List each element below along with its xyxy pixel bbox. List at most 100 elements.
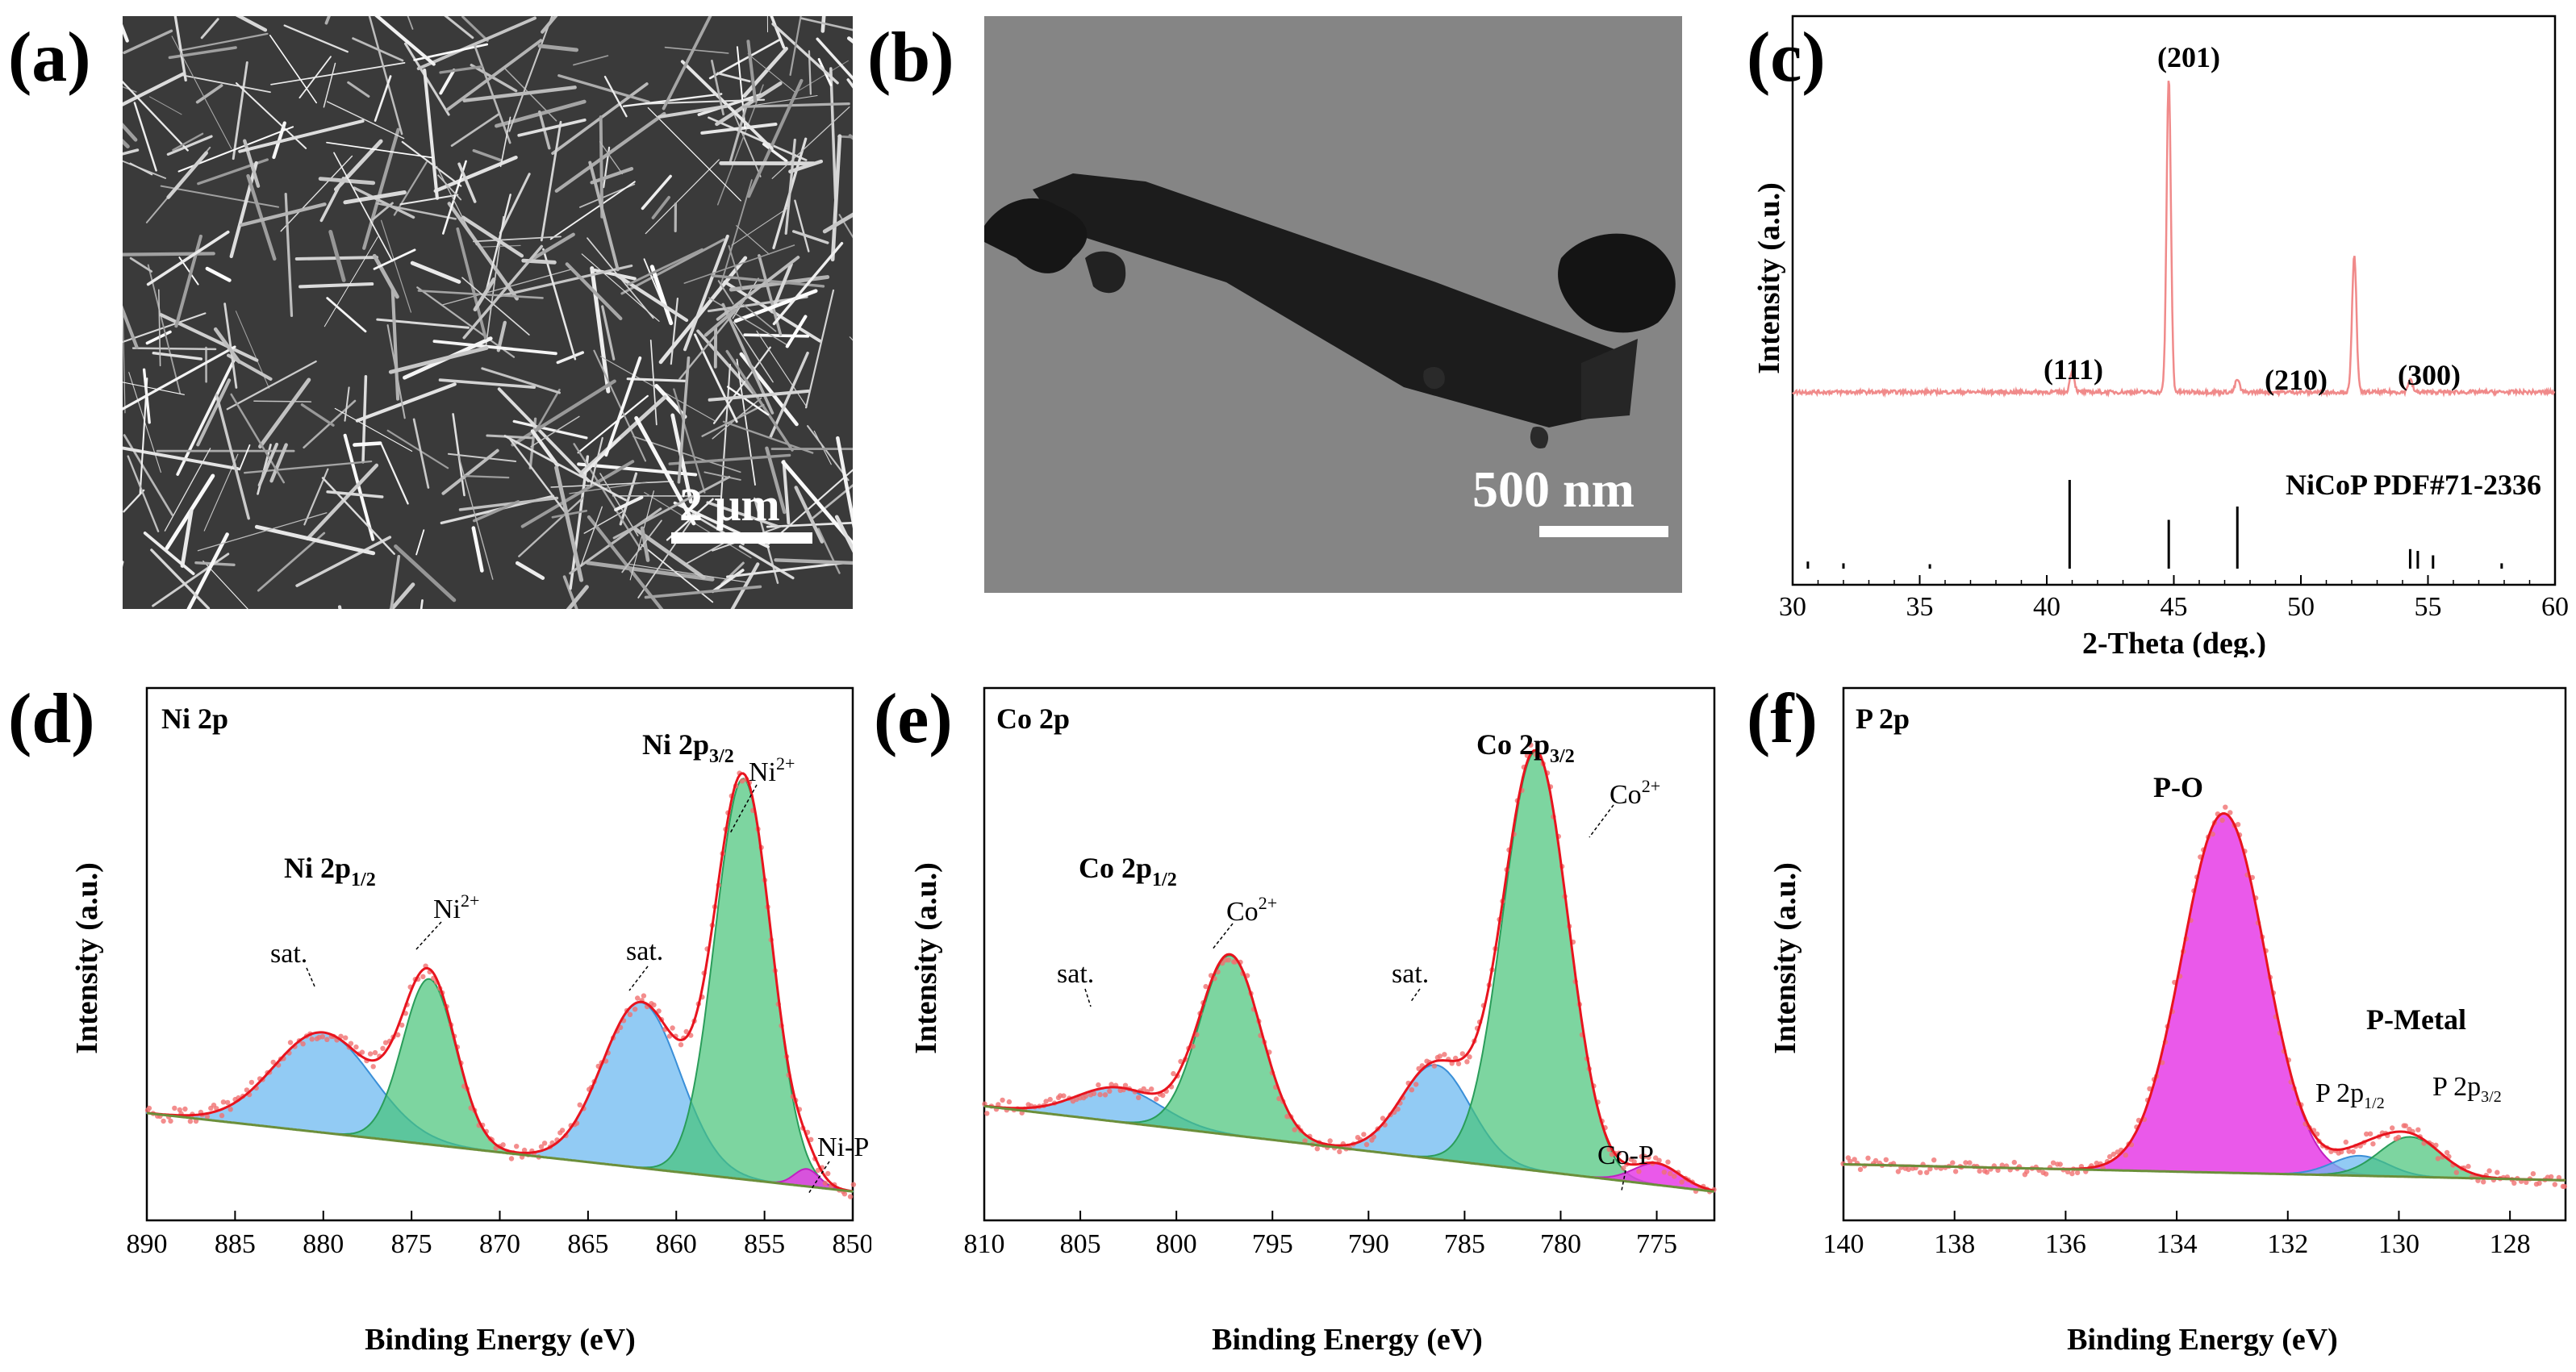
x-tick-label: 136 — [2045, 1229, 2086, 1259]
fiber — [498, 264, 633, 298]
fiber — [180, 32, 269, 52]
data-point — [1668, 1170, 1673, 1177]
fiber — [762, 142, 788, 163]
fiber — [149, 96, 182, 115]
fiber — [333, 152, 394, 262]
data-point — [372, 1049, 378, 1056]
fiber — [380, 444, 409, 505]
fiber — [731, 108, 762, 177]
fiber — [643, 258, 665, 307]
fiber — [678, 299, 745, 381]
fiber — [577, 394, 649, 454]
fiber — [649, 339, 658, 426]
fiber — [588, 161, 620, 272]
data-point — [577, 1102, 582, 1107]
particle-cluster-left — [984, 198, 1088, 273]
fiber — [299, 56, 332, 99]
data-point — [2110, 1151, 2116, 1157]
fiber — [362, 127, 400, 250]
fiber — [305, 463, 379, 541]
data-point — [1621, 1166, 1626, 1171]
fiber — [658, 256, 748, 365]
fiber — [152, 553, 230, 607]
x-tick-label: 785 — [1444, 1229, 1485, 1259]
tem-image: 500 nm — [984, 173, 1676, 537]
data-point — [678, 1042, 684, 1048]
data-point — [1413, 1082, 1419, 1087]
scale-bar-b-label: 500 nm — [1472, 461, 1635, 518]
fiber — [537, 44, 579, 52]
fiber — [257, 532, 326, 592]
fiber — [701, 403, 765, 437]
fiber — [482, 244, 521, 248]
fiber — [337, 605, 342, 609]
fiber — [457, 162, 477, 203]
sat-label-2: sat. — [626, 936, 663, 966]
fiber — [756, 330, 808, 408]
data-point — [2370, 1141, 2376, 1147]
fiber — [197, 512, 328, 552]
data-point — [168, 1118, 173, 1124]
fiber — [708, 38, 783, 80]
p-title: P 2p — [1856, 703, 1910, 735]
fiber — [388, 345, 489, 374]
fiber — [743, 333, 810, 338]
x-tick-label: 40 — [2033, 592, 2060, 622]
data-point — [656, 1008, 662, 1014]
data-point — [538, 1144, 545, 1149]
fiber — [223, 302, 238, 389]
component-peak — [146, 778, 854, 1193]
fiber — [765, 446, 787, 515]
data-point — [244, 1087, 250, 1093]
co-x-axis-label: Binding Energy (eV) — [1212, 1323, 1483, 1357]
fiber — [472, 148, 503, 162]
ni-2p32-label: Ni 2p3/2 — [642, 728, 734, 767]
p-2p12-label: P 2p1/2 — [2315, 1078, 2385, 1112]
panel-label-e: (e) — [874, 680, 953, 758]
fiber — [540, 120, 562, 242]
ni-background-line — [146, 1111, 854, 1193]
fiber — [300, 403, 335, 427]
fiber — [722, 420, 814, 454]
data-point — [2050, 1160, 2056, 1166]
data-point — [2223, 804, 2228, 810]
data-point — [380, 1045, 386, 1051]
fiber — [326, 141, 433, 159]
fiber — [394, 544, 457, 603]
fiber — [423, 69, 439, 200]
fiber — [733, 321, 774, 383]
fiber — [838, 214, 853, 239]
fiber — [604, 356, 642, 457]
data-point — [521, 1147, 528, 1153]
data-point — [850, 1182, 857, 1187]
data-point — [1679, 1179, 1685, 1185]
data-point — [1203, 983, 1209, 990]
data-point — [270, 1059, 276, 1065]
fiber — [496, 320, 507, 352]
fiber — [230, 393, 286, 484]
fiber — [566, 585, 589, 609]
xps-ni2p-chart: 890 885 880 875 870 865 860 855 850 Ni 2p Ni 2p3… — [73, 686, 871, 1357]
fiber — [717, 179, 753, 294]
x-tick-label: 890 — [127, 1229, 168, 1259]
fiber — [326, 101, 405, 140]
fiber — [461, 277, 530, 336]
scale-bar-b — [1539, 526, 1668, 537]
data-point — [1225, 957, 1231, 963]
fiber — [417, 290, 544, 299]
data-point — [1122, 1082, 1129, 1088]
fiber — [433, 155, 518, 193]
fiber — [728, 245, 743, 290]
co-title: Co 2p — [996, 703, 1070, 735]
fiber — [450, 113, 500, 147]
xrd-pattern-line — [1792, 80, 2556, 398]
fiber — [730, 562, 760, 609]
data-point — [1931, 1157, 1937, 1163]
x-tick-label: 810 — [964, 1229, 1005, 1259]
fiber — [129, 162, 153, 176]
fiber — [680, 60, 774, 150]
fiber — [471, 526, 484, 573]
data-point — [1154, 1096, 1159, 1102]
data-point — [2346, 1149, 2352, 1154]
fiber — [569, 482, 648, 494]
